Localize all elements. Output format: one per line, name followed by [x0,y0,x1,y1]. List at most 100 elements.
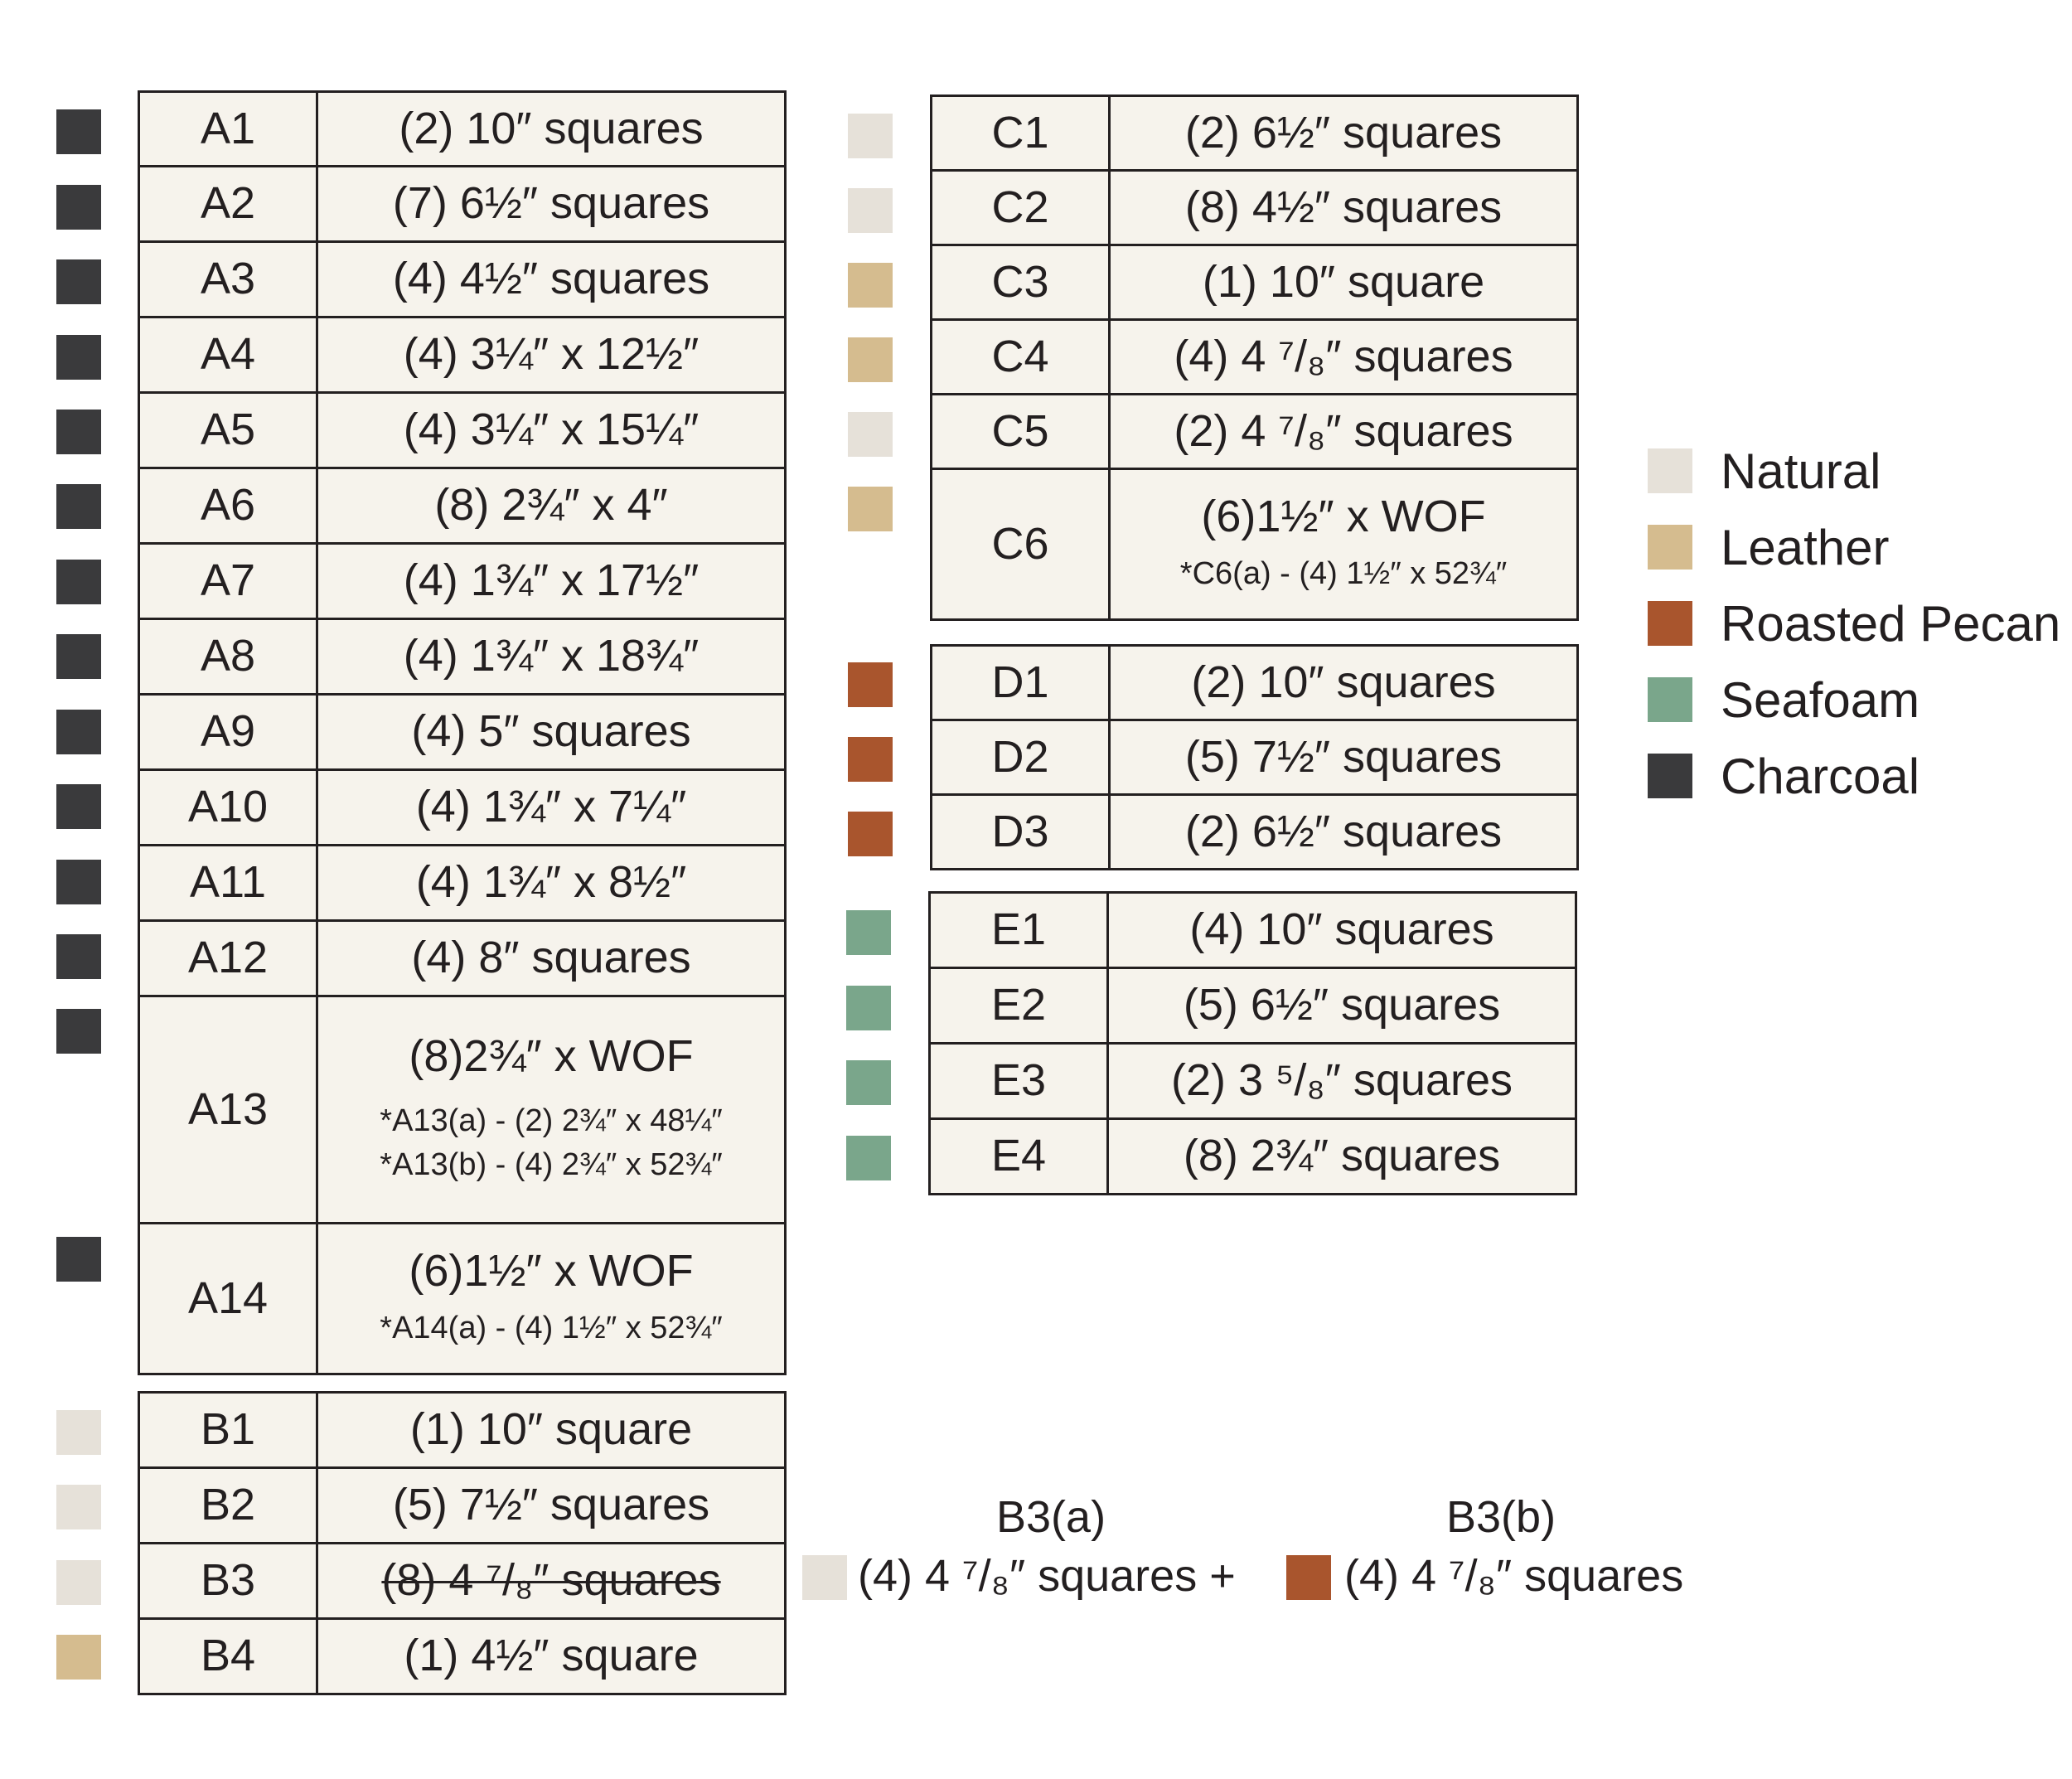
fabric-swatch [848,188,893,233]
table-row: A14 (6)1½″ x WOF *A14(a) - (4) 1½″ x 52¾… [138,1222,787,1375]
fabric-swatch [848,114,893,158]
piece-label: A14 [138,1222,318,1375]
legend-label: Seafoam [1721,671,1920,728]
piece-label: A12 [138,919,318,997]
piece-label: D2 [930,719,1111,796]
table-row: D3 (2) 6½″ squares [930,793,1579,870]
table-row: A9 (4) 5″ squares [138,693,787,771]
piece-label: A2 [138,165,318,243]
b3a-text: (4) 4 ⁷/₈″ squares + [858,1551,1236,1601]
piece-label: E1 [928,891,1109,969]
group-e: E1 (4) 10″ squares E2 (5) 6½″ squares E3 (2… [928,891,1577,1195]
piece-label: A11 [138,844,318,922]
fabric-legend: Natural Leather Roasted Pecan Seafoam Ch… [1648,433,2060,814]
table-row: B3 (8) 4 ⁷/₈″ squares [138,1542,787,1620]
piece-label: E2 [928,967,1109,1045]
table-row: C2 (8) 4½″ squares [930,169,1579,246]
legend-label: Charcoal [1721,748,1920,804]
piece-cut: (5) 7½″ squares [316,1466,787,1544]
legend-swatch [1648,601,1692,646]
legend-item-seafoam: Seafoam [1648,662,2060,738]
table-row: C4 (4) 4 ⁷/₈″ squares [930,318,1579,395]
table-row: C1 (2) 6½″ squares [930,95,1579,172]
cutting-table-e: E1 (4) 10″ squares E2 (5) 6½″ squares E3 (2… [928,891,1577,1195]
group-a: A1 (2) 10″ squares A2 (7) 6½″ squares A3 (4… [138,90,787,1375]
piece-label: D3 [930,793,1111,870]
fabric-swatch [846,1136,891,1180]
legend-item-charcoal: Charcoal [1648,738,2060,814]
fabric-swatch [846,910,891,955]
piece-cut: (5) 6½″ squares [1106,967,1577,1045]
piece-cut: (1) 10″ square [316,1391,787,1469]
table-row: C6 (6)1½″ x WOF *C6(a) - (4) 1½″ x 52¾″ [930,468,1579,621]
fabric-swatch [56,784,101,829]
piece-label: B3 [138,1542,318,1620]
table-row: A8 (4) 1¾″ x 18¾″ [138,618,787,696]
table-row: A5 (4) 3¼″ x 15¼″ [138,391,787,469]
piece-label: C6 [930,468,1111,621]
legend-item-leather: Leather [1648,509,2060,585]
legend-item-natural: Natural [1648,433,2060,509]
fabric-swatch [848,487,893,531]
table-row: A11 (4) 1¾″ x 8½″ [138,844,787,922]
piece-cut: (8) 2¾″ squares [1106,1117,1577,1195]
fabric-swatch [56,410,101,454]
piece-cut: (2) 6½″ squares [1108,793,1579,870]
fabric-swatch [848,662,893,707]
fabric-swatch [848,812,893,856]
piece-label: A1 [138,90,318,167]
piece-cut: (4) 1¾″ x 18¾″ [316,618,787,696]
fabric-swatch [846,1060,891,1105]
b3b-title: B3(b) [1446,1492,1556,1542]
piece-cut: (4) 1¾″ x 17½″ [316,542,787,620]
table-row: C3 (1) 10″ square [930,244,1579,321]
cutting-table-a: A1 (2) 10″ squares A2 (7) 6½″ squares A3 (4… [138,90,787,1375]
table-row: B4 (1) 4½″ square [138,1617,787,1695]
piece-label: B4 [138,1617,318,1695]
fabric-swatch [846,986,891,1030]
group-b: B1 (1) 10″ square B2 (5) 7½″ squares B3 (8)… [138,1391,787,1695]
piece-subcut-note: *A13(b) - (4) 2¾″ x 52¾″ [380,1147,723,1183]
piece-cut-struck: (8) 4 ⁷/₈″ squares [381,1555,721,1606]
piece-cut: (4) 5″ squares [316,693,787,771]
table-row: A13 (8)2¾″ x WOF *A13(a) - (2) 2¾″ x 48¼… [138,995,787,1224]
fabric-swatch [848,263,893,308]
table-row: A4 (4) 3¼″ x 12½″ [138,316,787,394]
piece-cut: (6)1½″ x WOF [1201,492,1486,542]
piece-label: A10 [138,768,318,846]
fabric-swatch [56,335,101,380]
piece-subcut-note: *C6(a) - (4) 1½″ x 52¾″ [1179,555,1508,591]
fabric-swatch [56,860,101,904]
table-row: B2 (5) 7½″ squares [138,1466,787,1544]
piece-cut: (2) 4 ⁷/₈″ squares [1108,393,1579,470]
table-row: A12 (4) 8″ squares [138,919,787,997]
piece-cut: (4) 4 ⁷/₈″ squares [1108,318,1579,395]
piece-cut: (1) 10″ square [1108,244,1579,321]
b3a-title: B3(a) [996,1492,1106,1542]
piece-cut: (2) 10″ squares [1108,644,1579,721]
piece-label: C4 [930,318,1111,395]
table-row: E4 (8) 2¾″ squares [928,1117,1577,1195]
piece-cut-cell: (8) 4 ⁷/₈″ squares [316,1542,787,1620]
fabric-swatch [848,412,893,457]
table-row: A1 (2) 10″ squares [138,90,787,167]
piece-label: C5 [930,393,1111,470]
piece-cut: (6)1½″ x WOF [409,1246,694,1297]
fabric-swatch [56,1237,101,1282]
table-row: D2 (5) 7½″ squares [930,719,1579,796]
piece-cut-cell: (6)1½″ x WOF *A14(a) - (4) 1½″ x 52¾″ [316,1222,787,1375]
piece-cut: (4) 3¼″ x 12½″ [316,316,787,394]
fabric-swatch [848,337,893,382]
group-c: C1 (2) 6½″ squares C2 (8) 4½″ squares C3 (1… [930,95,1579,621]
fabric-swatch [56,1635,101,1680]
fabric-swatch [848,737,893,782]
fabric-swatch [56,1009,101,1054]
cutting-table-c: C1 (2) 6½″ squares C2 (8) 4½″ squares C3 (1… [930,95,1579,621]
legend-item-roasted-pecan: Roasted Pecan [1648,585,2060,662]
piece-label: C1 [930,95,1111,172]
table-row: A6 (8) 2¾″ x 4″ [138,467,787,545]
b3a-swatch [802,1555,847,1600]
piece-cut: (4) 8″ squares [316,919,787,997]
piece-cut: (8) 4½″ squares [1108,169,1579,246]
fabric-swatch [56,484,101,529]
